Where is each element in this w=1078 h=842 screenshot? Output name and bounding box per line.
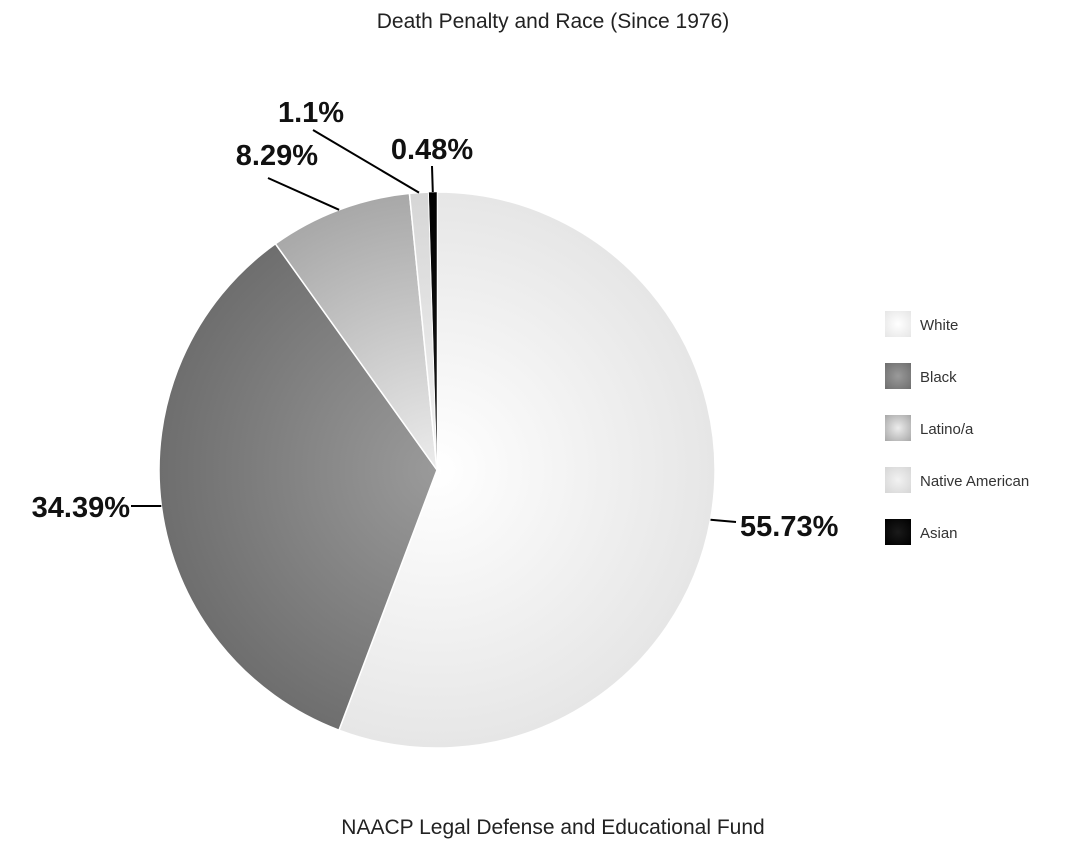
- legend-swatch-white: [885, 311, 911, 337]
- legend-label-black: Black: [920, 369, 957, 386]
- legend-label-asian: Asian: [920, 525, 958, 542]
- legend-swatch-asian: [885, 519, 911, 545]
- slice-label-white: 55.73%: [740, 511, 839, 543]
- chart-title: Death Penalty and Race (Since 1976): [377, 10, 730, 33]
- leader-line-white: [710, 518, 737, 523]
- legend-item-native-american: Native American: [885, 467, 1029, 493]
- pie-slice-black: [158, 242, 438, 732]
- legend-item-latino-a: Latino/a: [885, 415, 974, 441]
- pie-slice-asian: [428, 191, 438, 471]
- legend-item-black: Black: [885, 363, 957, 389]
- leader-line-latino-a: [267, 177, 340, 211]
- legend-label-white: White: [920, 317, 958, 334]
- legend-label-native-american: Native American: [920, 473, 1029, 490]
- legend-swatch-black: [885, 363, 911, 389]
- legend-item-asian: Asian: [885, 519, 958, 545]
- slice-label-black: 34.39%: [32, 492, 131, 524]
- legend: White Black Latino/a Native American Asian: [885, 311, 1029, 545]
- slice-label-asian: 0.48%: [391, 134, 473, 166]
- pie-slice-white: [338, 191, 716, 749]
- legend-item-white: White: [885, 311, 958, 337]
- pie-slices: [158, 191, 716, 749]
- pie-slice-latino-a: [274, 192, 439, 473]
- slice-labels: 55.73% 34.39% 8.29% 1.1% 0.48%: [32, 97, 839, 543]
- leader-line-native-american: [312, 129, 420, 194]
- slice-label-native-american: 1.1%: [278, 97, 344, 129]
- leader-line-asian: [431, 165, 434, 193]
- legend-label-latino-a: Latino/a: [920, 421, 974, 438]
- legend-swatch-latino-a: [885, 415, 911, 441]
- chart-source: NAACP Legal Defense and Educational Fund: [341, 816, 764, 839]
- slice-label-latino-a: 8.29%: [236, 140, 318, 172]
- legend-swatch-native-american: [885, 467, 911, 493]
